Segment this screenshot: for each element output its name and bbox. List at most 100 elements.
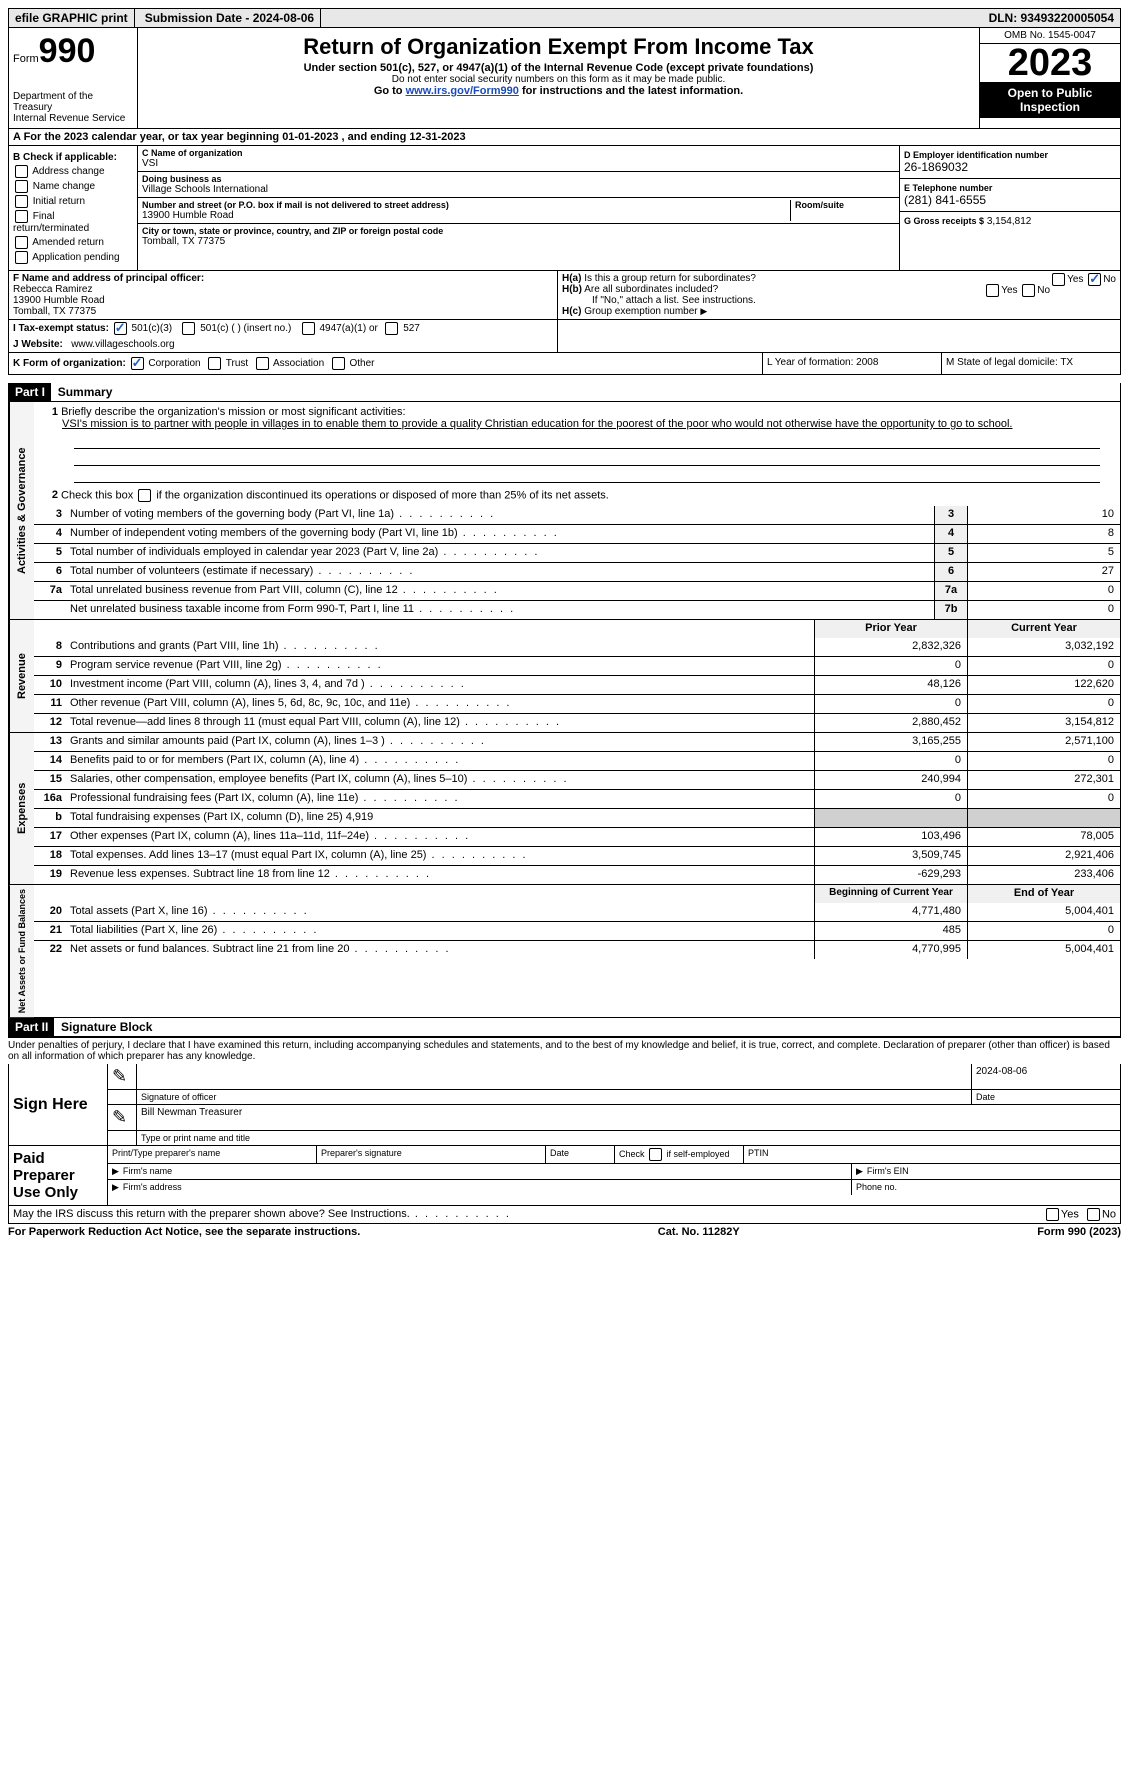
gov-line: 7a Total unrelated business revenue from… [34,581,1120,600]
section-d: D Employer identification number 26-1869… [899,146,1120,270]
chk-address[interactable] [15,165,28,178]
line-value: 27 [967,563,1120,581]
current-year-value: 0 [967,790,1120,808]
chk-501c[interactable] [182,322,195,335]
vlabel-netassets: Net Assets or Fund Balances [9,885,34,1017]
opt-name-change: Name change [33,181,95,192]
chk-527[interactable] [385,322,398,335]
dba-label: Doing business as [142,174,895,184]
line-value: 10 [967,506,1120,524]
chk-discuss-yes[interactable] [1046,1208,1059,1221]
cat-number: Cat. No. 11282Y [658,1226,740,1238]
discuss-row: May the IRS discuss this return with the… [8,1206,1121,1224]
chk-discontinued[interactable] [138,489,151,502]
chk-other[interactable] [332,357,345,370]
line-value: 8 [967,525,1120,543]
sig-officer-area [137,1064,972,1089]
ein-value: 26-1869032 [904,160,1116,174]
section-c: C Name of organization VSI Doing busines… [138,146,899,270]
ptin-label: PTIN [744,1146,1120,1163]
end-year-value: 5,004,401 [967,903,1120,921]
chk-amended[interactable] [15,236,28,249]
prior-year-value: 48,126 [814,676,967,694]
firm-ein-label: Firm's EIN [867,1166,909,1176]
officer-printed: Bill Newman Treasurer [137,1105,1120,1130]
sig-date: 2024-08-06 [972,1064,1120,1089]
line-num: 11 [34,695,66,713]
rev-line: 12 Total revenue—add lines 8 through 11 … [34,713,1120,732]
chk-self-employed[interactable] [649,1148,662,1161]
line-text: Professional fundraising fees (Part IX, … [66,790,814,808]
officer-city: Tomball, TX 77375 [13,306,553,317]
line-text: Number of voting members of the governin… [66,506,934,524]
line-num: 19 [34,866,66,884]
signature-block: Sign Here ✎ 2024-08-06 Signature of offi… [8,1064,1121,1206]
chk-hb-no[interactable] [1022,284,1035,297]
line-text: Total revenue—add lines 8 through 11 (mu… [66,714,814,732]
form-title-block: Return of Organization Exempt From Incom… [138,28,979,128]
line-text: Net assets or fund balances. Subtract li… [66,941,814,959]
line-box: 5 [934,544,967,562]
chk-ha-no[interactable] [1088,273,1101,286]
form-header: Form990 Department of the Treasury Inter… [8,28,1121,129]
line-num: 6 [34,563,66,581]
exp-line: 18 Total expenses. Add lines 13–17 (must… [34,846,1120,865]
vlabel-governance: Activities & Governance [9,402,34,619]
gross-label: G Gross receipts $ [904,216,984,226]
chk-pending[interactable] [15,251,28,264]
chk-name[interactable] [15,180,28,193]
prior-year-value: 0 [814,695,967,713]
section-b-title: B Check if applicable: [13,152,133,163]
goto-suffix: for instructions and the latest informat… [519,85,743,97]
line-num: 17 [34,828,66,846]
chk-4947[interactable] [302,322,315,335]
governance-section: Activities & Governance 1 Briefly descri… [9,402,1120,619]
blank [66,620,814,638]
discuss-text: May the IRS discuss this return with the… [13,1208,410,1220]
phone-label: E Telephone number [904,183,1116,193]
chk-hb-yes[interactable] [986,284,999,297]
room-label: Room/suite [795,200,895,210]
current-year-value: 3,032,192 [967,638,1120,656]
prior-year-value: 2,832,326 [814,638,967,656]
dept-label: Department of the Treasury [13,91,133,113]
section-f: F Name and address of principal officer:… [9,271,558,319]
arrow-icon [700,306,711,317]
irs-label: Internal Revenue Service [13,113,133,124]
pra-notice: For Paperwork Reduction Act Notice, see … [8,1226,360,1238]
vlabel-expenses: Expenses [9,733,34,884]
line-text: Total fundraising expenses (Part IX, col… [66,809,814,827]
chk-trust[interactable] [208,357,221,370]
line-text: Contributions and grants (Part VIII, lin… [66,638,814,656]
form-link[interactable]: www.irs.gov/Form990 [406,85,519,97]
efile-label: efile GRAPHIC print [9,9,135,27]
line-text: Other revenue (Part VIII, column (A), li… [66,695,814,713]
self-employed: Check if self-employed [615,1146,744,1163]
mission-text: VSI's mission is to partner with people … [62,418,1013,430]
entity-block: B Check if applicable: Address change Na… [8,146,1121,271]
chk-discuss-no[interactable] [1087,1208,1100,1221]
chk-ha-yes[interactable] [1052,273,1065,286]
line-text: Revenue less expenses. Subtract line 18 … [66,866,814,884]
current-year-value: 272,301 [967,771,1120,789]
prior-year-value: 2,880,452 [814,714,967,732]
line-text: Program service revenue (Part VIII, line… [66,657,814,675]
pen-icon: ✎ [112,1107,127,1127]
chk-501c3[interactable] [114,322,127,335]
mission-blank-1 [74,434,1100,449]
chk-final[interactable] [15,210,28,223]
exp-line: 13 Grants and similar amounts paid (Part… [34,733,1120,751]
chk-assoc[interactable] [256,357,269,370]
chk-initial[interactable] [15,195,28,208]
line-num: 16a [34,790,66,808]
line-num: 4 [34,525,66,543]
officer-street: 13900 Humble Road [13,295,553,306]
prior-year-value: -629,293 [814,866,967,884]
hc-label: H(c) [562,306,581,317]
current-year-value: 122,620 [967,676,1120,694]
line-box: 4 [934,525,967,543]
chk-corp[interactable] [131,357,144,370]
dln: DLN: 93493220005054 [983,9,1120,27]
current-year-header: Current Year [967,620,1120,638]
form-subtitle: Under section 501(c), 527, or 4947(a)(1)… [146,62,971,74]
